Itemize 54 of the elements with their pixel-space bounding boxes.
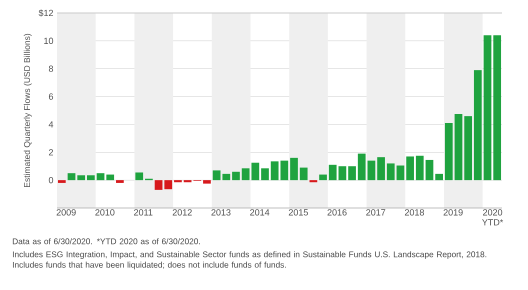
bar <box>319 174 327 180</box>
y-tick-label: 10 <box>44 38 54 44</box>
bar <box>280 160 288 180</box>
x-tick-label: 2009 <box>56 209 76 216</box>
bar <box>212 170 220 180</box>
x-tick-label: 2020 YTD* <box>482 209 504 226</box>
bar <box>444 123 453 180</box>
bar <box>58 180 66 183</box>
x-tick-label: 2011 <box>134 209 152 216</box>
bar <box>454 114 462 180</box>
bar <box>426 160 434 180</box>
y-axis-title: Estimated Quarterly Flows (USD Billions) <box>24 34 32 187</box>
text: Includes ESG Integration, Impact, and Sustainable Sector funds as defined in Sustainable Funds U.S. Landscape Report, 2018. Includes funds that have been liquidated; does not include funds of funds. <box>12 251 486 270</box>
x-tick-label: 2016 <box>328 209 347 216</box>
x-tick-label: 2012 <box>172 209 192 216</box>
bar <box>493 35 502 180</box>
x-tick-label: 2018 <box>404 209 424 216</box>
bar <box>464 116 472 180</box>
x-tick-label: 2017 <box>366 209 386 216</box>
bar <box>164 180 172 190</box>
text: Data as of 6/30/2020. *YTD 2020 as of 6/30/2020. <box>12 238 200 244</box>
bar <box>270 161 279 180</box>
bar <box>484 35 492 180</box>
bar <box>386 163 395 180</box>
y-tick-label: $12 <box>38 9 54 17</box>
x-tick-label: 2019 <box>444 209 463 216</box>
bar <box>203 180 211 184</box>
bar <box>68 173 76 180</box>
bar <box>474 70 482 180</box>
bar <box>435 174 443 180</box>
x-tick-label: 2010 <box>95 209 114 216</box>
y-tick-label: 2 <box>48 149 54 156</box>
y-tick-label: 4 <box>48 121 54 128</box>
y-tick-label: 8 <box>48 66 54 72</box>
bar <box>300 168 308 180</box>
bar <box>232 172 240 180</box>
x-tick-label: 2014 <box>250 209 270 216</box>
bar <box>96 173 104 180</box>
bar <box>416 156 424 180</box>
bar <box>154 180 162 190</box>
y-tick-label: 6 <box>48 93 54 100</box>
bar <box>116 180 124 183</box>
x-tick-label: 2013 <box>211 209 231 216</box>
bar <box>358 154 366 180</box>
bar <box>242 168 250 180</box>
bar <box>261 168 269 180</box>
bar <box>251 162 260 180</box>
y-tick-label: 0 <box>48 176 54 184</box>
bar <box>135 172 144 180</box>
bar <box>290 158 298 180</box>
bar <box>222 174 230 180</box>
bar <box>106 174 114 180</box>
x-tick-label: 2015 <box>288 209 308 216</box>
bar <box>328 164 337 180</box>
